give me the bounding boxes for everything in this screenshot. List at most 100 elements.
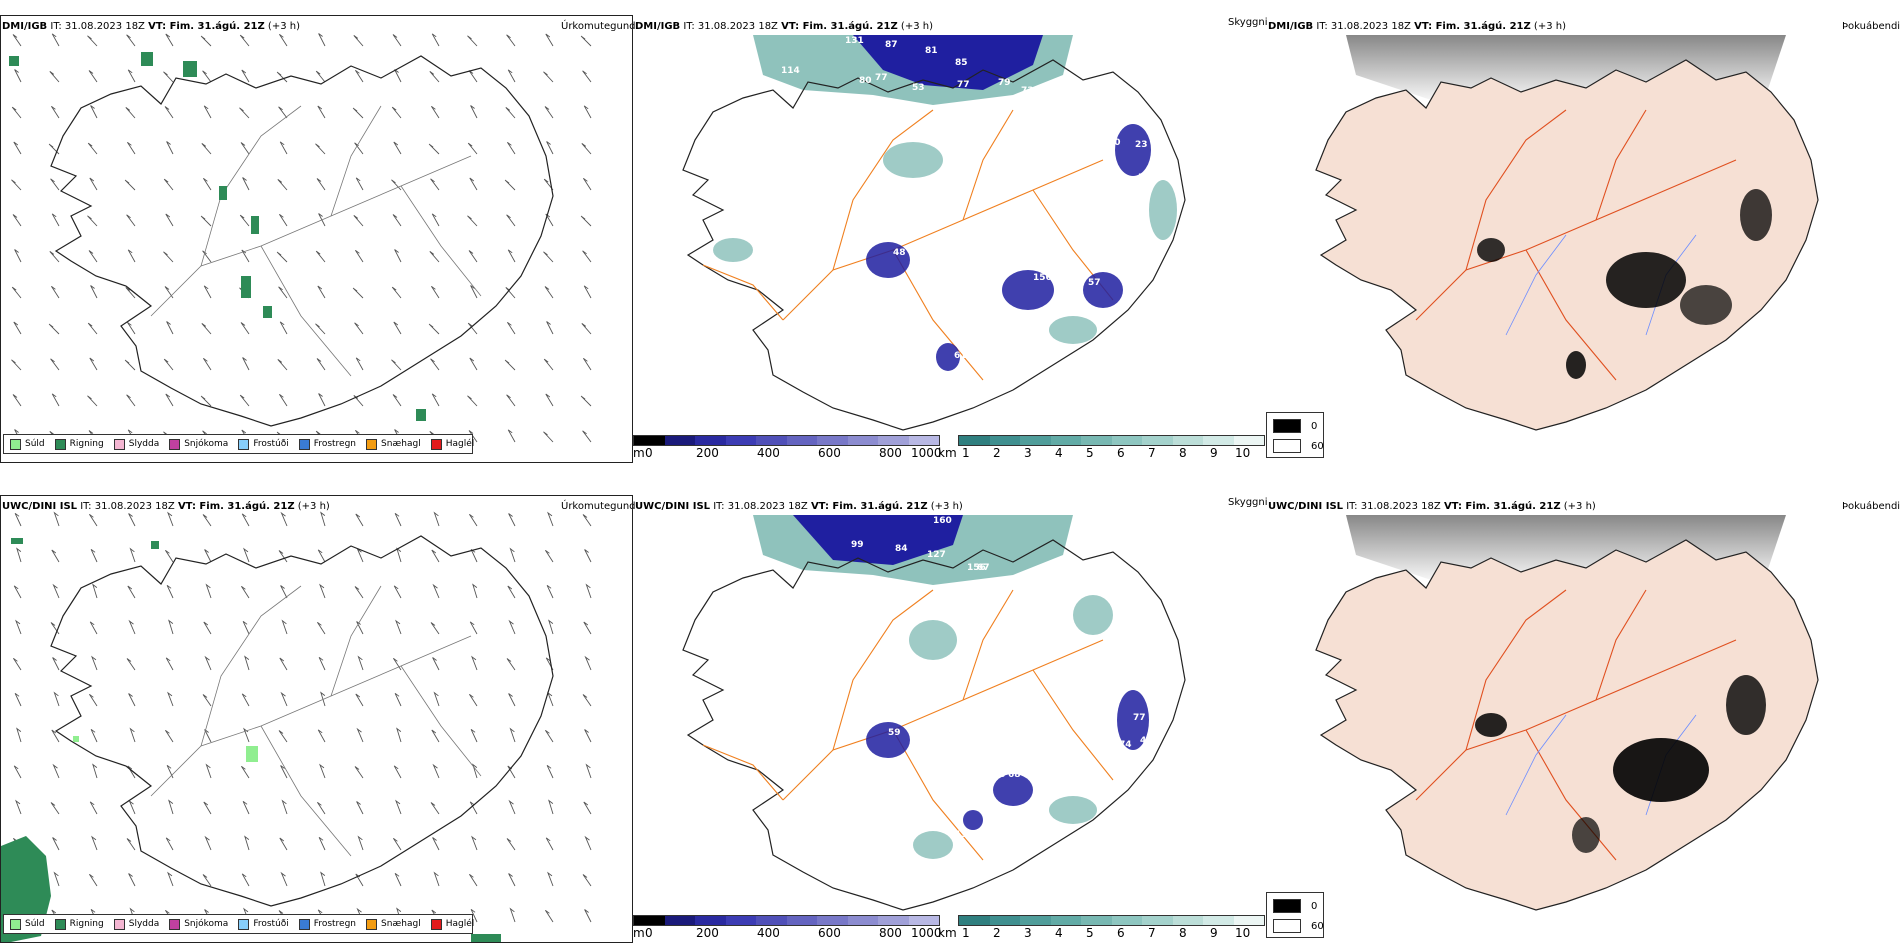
wind-barb xyxy=(508,513,516,527)
colorbar-cell xyxy=(847,916,878,925)
visibility-label: 84 xyxy=(895,544,908,554)
wind-barb xyxy=(580,395,592,407)
visibility-map[interactable]: 160 99 84 127 156 67 80 61 59 59 67 23 77 118 80 68 74 44… xyxy=(633,515,1265,915)
visibility-label: 77 xyxy=(875,73,888,83)
wind-barb xyxy=(50,178,60,191)
wind-barb xyxy=(167,511,174,527)
colorbar-cell xyxy=(1111,916,1142,925)
visibility-label: 77 xyxy=(1133,713,1146,723)
wind-barb xyxy=(318,836,326,851)
colorbar-cell xyxy=(1050,436,1081,445)
wind-barb xyxy=(279,33,288,47)
wind-barb xyxy=(316,178,326,191)
wind-barb xyxy=(508,873,516,887)
precip-panel-type: Úrkomutegund xyxy=(561,501,636,512)
visibility-patches xyxy=(866,690,1149,830)
fog-map[interactable]: 0 60 xyxy=(1266,515,1900,940)
wind-barb xyxy=(393,765,402,779)
wind-barb xyxy=(202,694,212,707)
wind-barb xyxy=(14,692,22,707)
colorbar-cell xyxy=(1203,436,1234,445)
wind-barb xyxy=(202,514,212,527)
wind-barb xyxy=(280,585,288,599)
wind-barb xyxy=(471,835,478,851)
wind-barb xyxy=(396,547,402,563)
wind-barb xyxy=(204,549,212,563)
colorbar-cell xyxy=(664,916,695,925)
visibility-label: 48 xyxy=(893,248,906,258)
wind-barb xyxy=(127,321,136,335)
wind-barb xyxy=(11,106,22,119)
wind-barb xyxy=(467,322,478,335)
wind-barb xyxy=(506,214,516,227)
wind-barb xyxy=(469,621,478,635)
wind-barb xyxy=(582,694,592,707)
visibility-map[interactable]: 131 87 81 85 114 80 77 53 77 79 73 287 330 69 109 83 70 2… xyxy=(633,35,1265,435)
wind-barb xyxy=(205,583,212,599)
wind-barb xyxy=(355,693,364,707)
wind-barb xyxy=(357,835,364,851)
roads xyxy=(150,105,482,377)
wind-barb xyxy=(15,799,22,815)
wind-barb xyxy=(546,764,554,779)
wind-barb xyxy=(280,871,288,887)
wind-barb xyxy=(430,178,440,191)
colorbar-cell xyxy=(1081,916,1112,925)
wind-barb xyxy=(277,359,288,371)
wind-barb xyxy=(51,33,60,47)
wind-barb xyxy=(90,105,98,119)
legend-swatch xyxy=(10,918,21,930)
wind-barb xyxy=(508,693,516,707)
wind-barb xyxy=(395,799,402,815)
wind-barb xyxy=(163,71,174,83)
legend-item: Snjókoma xyxy=(169,918,228,930)
wind-barb xyxy=(355,357,364,371)
fog-map[interactable]: 0 60 xyxy=(1266,35,1900,460)
wind-barb xyxy=(203,105,212,119)
precip-map[interactable]: Súld Rigning Slydda Snjókoma Frostúði Fr… xyxy=(0,15,633,463)
visibility-label: 80 xyxy=(1096,568,1109,578)
wind-barb xyxy=(204,835,212,851)
fog-patches xyxy=(1475,675,1766,853)
visibility-label: 87 xyxy=(885,40,898,50)
wind-barb xyxy=(241,69,250,83)
visibility-label: 67 xyxy=(921,726,934,736)
wind-barb xyxy=(432,583,440,599)
wind-barb xyxy=(315,70,326,83)
visibility-label: 77 xyxy=(957,80,970,90)
wind-barb xyxy=(126,838,136,851)
colorbar-cell xyxy=(725,436,756,445)
wind-barb xyxy=(469,357,478,371)
precip-map[interactable]: Súld Rigning Slydda Snjókoma Frostúði Fr… xyxy=(0,495,633,943)
wind-barb xyxy=(396,727,402,743)
wind-barb xyxy=(203,177,212,191)
visibility-label: 130 xyxy=(978,258,997,268)
fog-legend-row: 60 xyxy=(1273,919,1324,933)
wind-barb xyxy=(278,730,288,743)
visibility-label: 61 xyxy=(954,351,967,361)
colorbar-cell xyxy=(786,436,817,445)
wind-barb xyxy=(165,549,174,563)
wind-barb xyxy=(240,322,250,335)
wind-barb xyxy=(200,395,212,407)
visibility-panel-type: Skyggni xyxy=(1228,17,1268,28)
wind-barb xyxy=(91,655,98,671)
wind-barb xyxy=(548,799,554,815)
wind-barb xyxy=(469,693,478,707)
legend-item: Frostúði xyxy=(238,438,289,450)
colorbar-cell xyxy=(725,916,756,925)
wind-barb xyxy=(129,547,136,563)
wind-barb xyxy=(89,873,98,887)
wind-barb xyxy=(128,693,136,707)
fog-swatch xyxy=(1273,419,1301,433)
roads xyxy=(702,109,1114,381)
legend-swatch xyxy=(238,918,250,930)
wind-barb xyxy=(204,655,212,671)
wind-barb xyxy=(241,873,250,887)
wind-barb xyxy=(355,69,364,83)
visibility-label: 53 xyxy=(985,216,998,226)
legend-swatch xyxy=(113,438,125,450)
wind-barb xyxy=(320,691,326,707)
